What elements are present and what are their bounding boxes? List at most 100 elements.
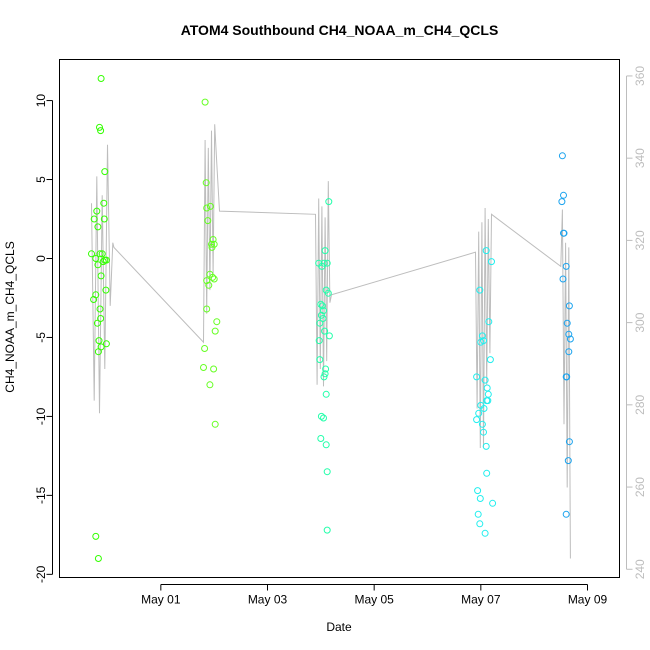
data-point <box>211 327 219 335</box>
data-point <box>94 348 102 356</box>
x-tick-label: May 07 <box>461 593 501 607</box>
data-point <box>323 468 331 476</box>
data-point <box>94 555 102 562</box>
data-point <box>96 123 103 131</box>
data-point <box>558 198 566 206</box>
data-point <box>213 318 221 326</box>
data-point <box>489 499 497 507</box>
data-point <box>560 191 567 199</box>
x-axis-label: Date <box>326 620 352 634</box>
data-point <box>476 520 484 528</box>
data-point <box>98 250 106 258</box>
data-point <box>474 510 482 518</box>
trace-lines <box>91 124 571 559</box>
data-point <box>322 441 330 449</box>
data-point <box>322 365 330 373</box>
data-point <box>101 168 109 176</box>
data-point <box>564 457 572 465</box>
data-point <box>478 332 486 340</box>
data-point <box>478 420 486 428</box>
data-point <box>482 247 490 255</box>
x-tick-label: May 05 <box>354 593 394 607</box>
data-point <box>93 207 101 215</box>
data-point <box>565 302 573 310</box>
data-point <box>317 435 325 442</box>
data-point <box>322 390 330 398</box>
data-point <box>97 75 105 82</box>
y2-tick-label: 360 <box>633 66 647 86</box>
data-point <box>90 296 98 303</box>
data-point <box>476 286 484 294</box>
data-point <box>202 179 210 187</box>
data-point <box>203 305 211 313</box>
data-point <box>565 330 573 338</box>
data-point <box>480 428 487 436</box>
data-point <box>206 381 214 389</box>
y-axis: -20 -15 -10 -5 0 5 10 <box>34 94 53 583</box>
y2-tick-label: 340 <box>633 148 647 168</box>
trace-line <box>91 124 571 559</box>
y-tick-label: -5 <box>34 332 48 343</box>
data-point <box>485 318 493 326</box>
data-point <box>324 289 332 297</box>
data-point <box>315 337 323 345</box>
series-4 <box>473 247 497 537</box>
chart-title: ATOM4 Southbound CH4_NOAA_m_CH4_QCLS <box>181 22 499 38</box>
data-point <box>100 199 108 207</box>
y2-axis: 240 260 280 300 320 340 360 <box>626 66 647 579</box>
data-point <box>317 412 325 420</box>
data-point <box>200 364 207 371</box>
data-point <box>318 262 326 270</box>
data-point <box>102 286 110 294</box>
data-point <box>209 236 217 243</box>
data-point <box>210 365 218 373</box>
data-point <box>94 223 102 231</box>
data-point <box>323 259 331 267</box>
y2-tick-label: 300 <box>633 312 647 332</box>
x-axis: May 01 May 03 May 05 May 07 May 09 <box>141 584 608 607</box>
data-point <box>97 272 105 280</box>
data-point <box>477 338 485 346</box>
data-point <box>102 256 110 264</box>
data-point <box>95 337 103 345</box>
y-tick-label: 5 <box>34 176 48 183</box>
data-point <box>475 409 483 417</box>
data-point <box>318 302 326 310</box>
data-point <box>99 258 107 266</box>
data-point <box>563 319 571 327</box>
data-point <box>323 526 331 534</box>
data-point <box>100 215 108 223</box>
data-point <box>320 373 328 381</box>
data-point <box>560 229 568 237</box>
y2-tick-label: 260 <box>633 477 647 497</box>
data-point <box>488 258 495 266</box>
data-point <box>559 275 567 283</box>
plot-frame <box>59 59 620 578</box>
y-tick-label: 10 <box>34 94 48 108</box>
data-point <box>566 335 574 343</box>
data-point <box>93 319 101 327</box>
data-point <box>483 469 491 477</box>
data-point <box>96 250 104 258</box>
data-point <box>562 262 570 270</box>
y2-tick-label: 280 <box>633 395 647 415</box>
data-point <box>97 127 105 135</box>
data-point <box>205 281 213 289</box>
data-point <box>480 405 488 412</box>
data-point <box>102 340 110 348</box>
x-tick-label: May 09 <box>568 593 608 607</box>
data-point <box>483 384 491 392</box>
data-point <box>88 250 95 258</box>
data-point <box>474 487 482 495</box>
data-point <box>486 356 494 364</box>
y-tick-label: -10 <box>34 407 48 425</box>
data-point <box>558 152 566 160</box>
data-point <box>482 442 490 450</box>
data-point <box>319 315 327 322</box>
data-point <box>206 202 214 210</box>
data-point <box>317 300 325 308</box>
data-point <box>565 438 573 446</box>
data-point <box>211 420 219 428</box>
data-point <box>481 376 489 384</box>
